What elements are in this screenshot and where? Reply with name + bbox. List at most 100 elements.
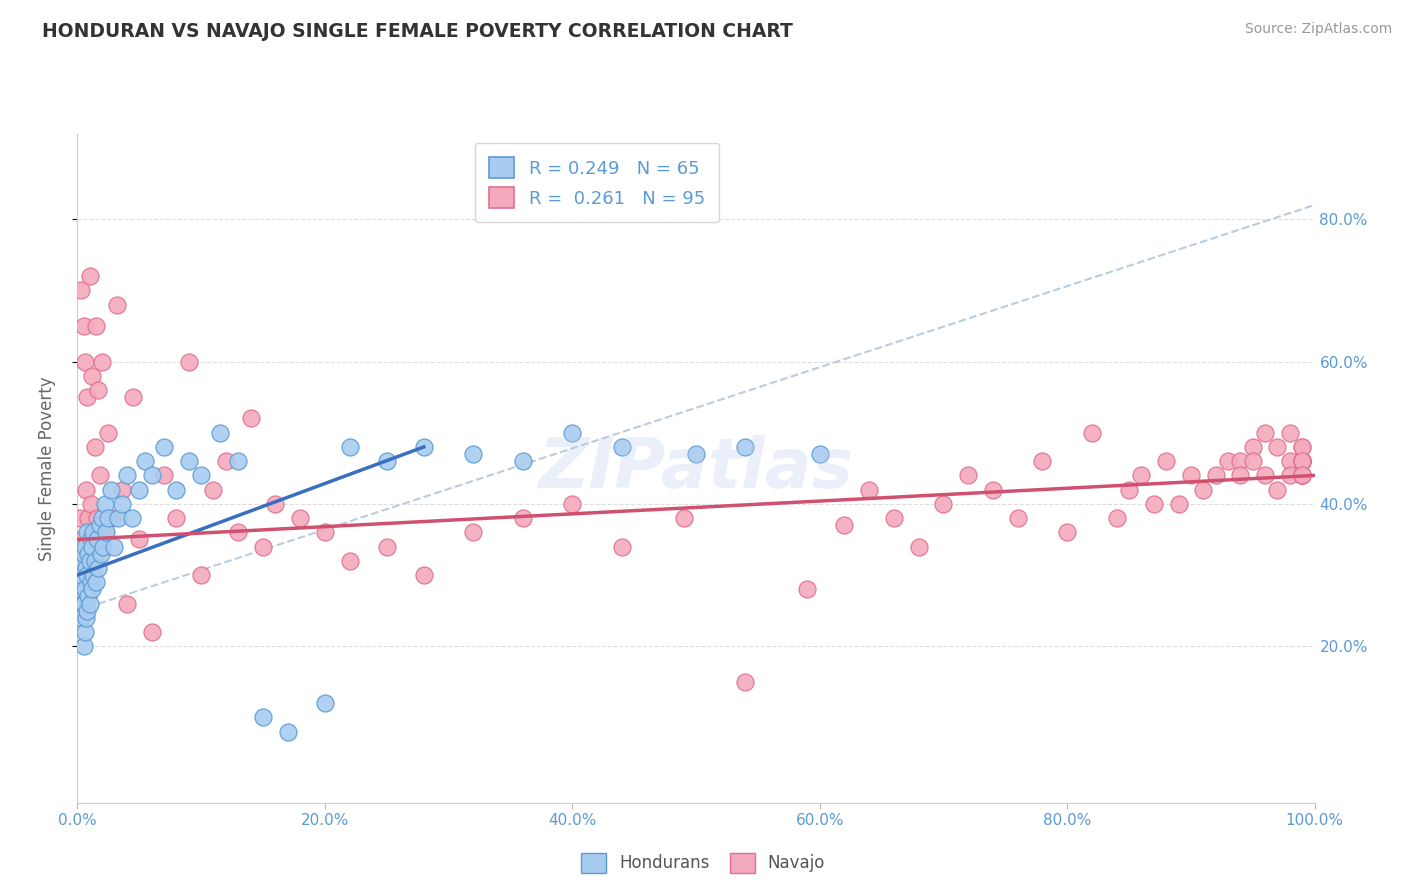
Point <box>82 568 104 582</box>
Point <box>77 547 100 561</box>
Point <box>91 354 114 368</box>
Point <box>375 454 398 468</box>
Point <box>339 440 361 454</box>
Point <box>932 497 955 511</box>
Point <box>1192 483 1215 497</box>
Point <box>76 604 98 618</box>
Point <box>1267 483 1289 497</box>
Point <box>1291 468 1313 483</box>
Point <box>1007 511 1029 525</box>
Point <box>69 511 91 525</box>
Point <box>75 611 97 625</box>
Point <box>685 447 707 461</box>
Point <box>69 582 91 597</box>
Point <box>141 468 163 483</box>
Point <box>128 533 150 547</box>
Point <box>1105 511 1128 525</box>
Legend: Hondurans, Navajo: Hondurans, Navajo <box>574 847 832 880</box>
Point <box>858 483 880 497</box>
Point <box>190 568 212 582</box>
Point <box>94 525 117 540</box>
Point <box>90 547 112 561</box>
Point <box>134 454 156 468</box>
Point <box>72 597 94 611</box>
Point <box>72 639 94 653</box>
Point <box>1278 425 1301 440</box>
Point <box>672 511 695 525</box>
Point <box>215 454 238 468</box>
Point <box>82 368 104 383</box>
Point <box>75 561 97 575</box>
Point <box>121 511 143 525</box>
Point <box>76 568 98 582</box>
Point <box>84 575 107 590</box>
Point <box>80 533 103 547</box>
Point <box>75 483 97 497</box>
Point <box>907 540 929 554</box>
Point <box>239 411 262 425</box>
Point <box>84 318 107 333</box>
Point <box>177 454 200 468</box>
Point <box>97 511 120 525</box>
Point <box>226 525 249 540</box>
Point <box>277 724 299 739</box>
Point <box>1056 525 1078 540</box>
Point <box>1278 454 1301 468</box>
Point <box>808 447 831 461</box>
Point <box>82 533 104 547</box>
Point <box>165 511 187 525</box>
Point <box>79 597 101 611</box>
Point <box>1291 454 1313 468</box>
Point <box>463 447 485 461</box>
Point <box>82 582 104 597</box>
Point <box>1241 454 1264 468</box>
Point <box>1130 468 1153 483</box>
Point <box>72 554 94 568</box>
Point <box>1291 454 1313 468</box>
Point <box>72 547 94 561</box>
Point <box>561 497 583 511</box>
Point <box>111 483 134 497</box>
Point <box>883 511 905 525</box>
Point <box>73 354 96 368</box>
Point <box>1229 454 1251 468</box>
Point <box>83 554 105 568</box>
Point <box>79 269 101 284</box>
Point <box>72 597 94 611</box>
Point <box>89 468 111 483</box>
Point <box>76 390 98 404</box>
Point <box>208 425 231 440</box>
Point <box>111 497 134 511</box>
Point <box>339 554 361 568</box>
Point <box>1291 468 1313 483</box>
Point <box>105 297 128 311</box>
Point <box>91 540 114 554</box>
Point <box>103 540 125 554</box>
Point <box>252 710 274 724</box>
Point <box>957 468 980 483</box>
Point <box>314 525 336 540</box>
Point <box>153 468 176 483</box>
Point <box>73 582 96 597</box>
Point <box>76 525 98 540</box>
Point <box>734 440 756 454</box>
Point <box>72 533 94 547</box>
Point <box>115 468 138 483</box>
Point <box>89 518 111 533</box>
Point <box>463 525 485 540</box>
Point <box>87 561 110 575</box>
Point <box>1229 468 1251 483</box>
Point <box>1291 454 1313 468</box>
Point <box>97 425 120 440</box>
Point <box>1081 425 1104 440</box>
Point <box>1254 468 1277 483</box>
Point <box>82 540 104 554</box>
Point <box>834 518 856 533</box>
Point <box>1205 468 1227 483</box>
Point <box>80 497 103 511</box>
Point <box>86 511 108 525</box>
Point <box>1291 440 1313 454</box>
Point <box>1278 468 1301 483</box>
Point <box>128 483 150 497</box>
Point <box>70 611 93 625</box>
